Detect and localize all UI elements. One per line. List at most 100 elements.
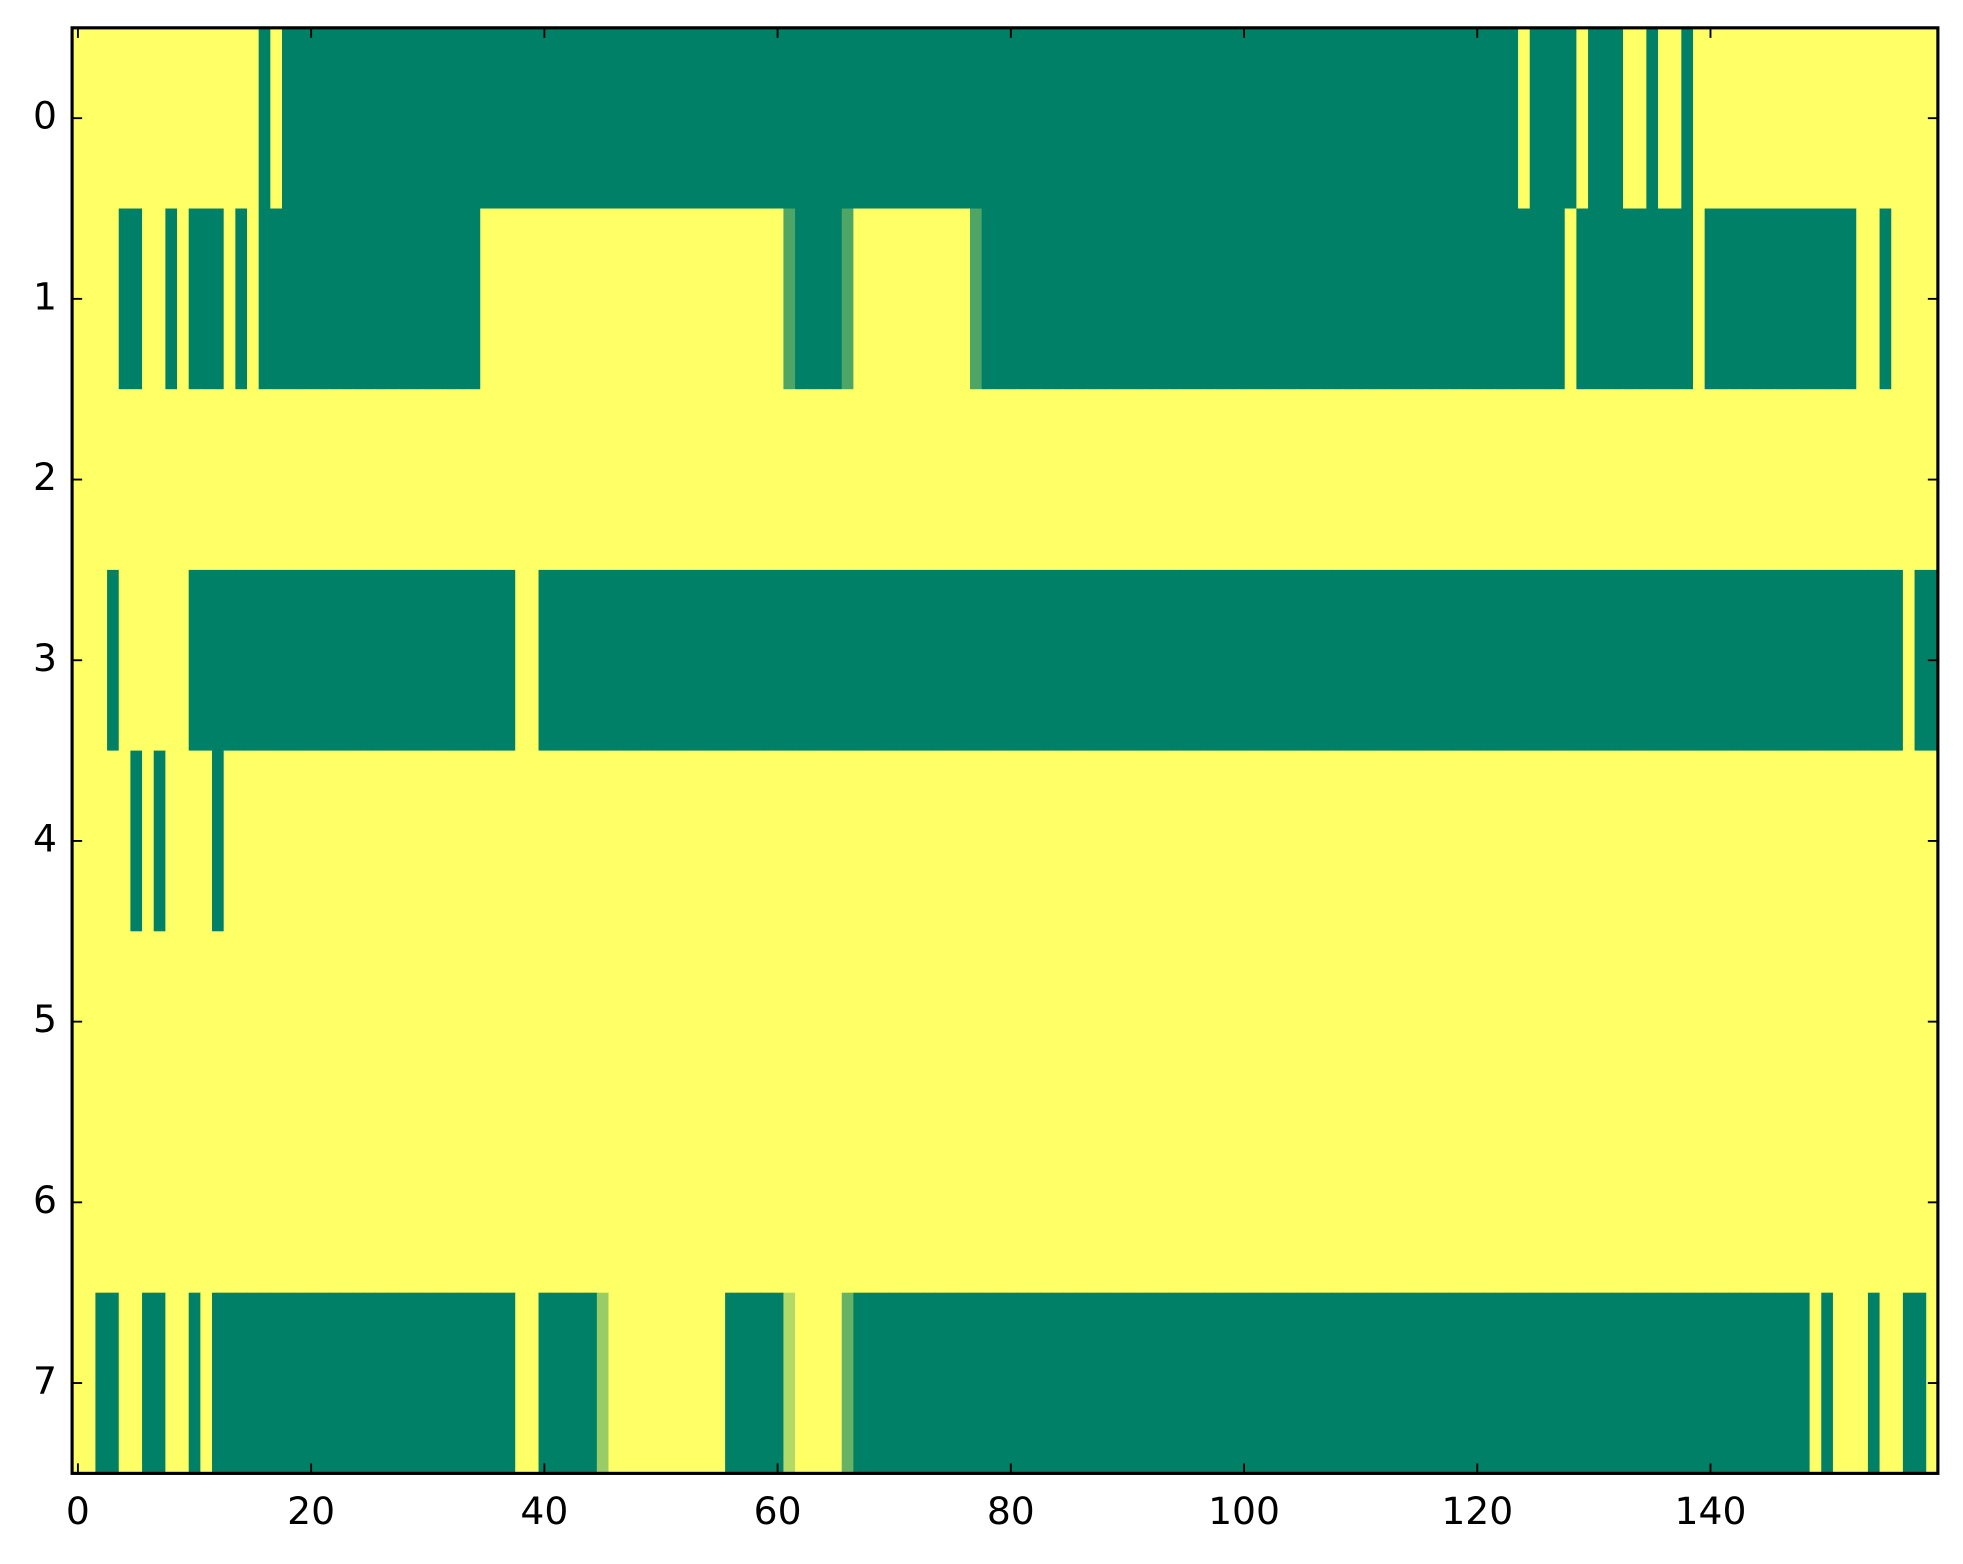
heatmap-cell xyxy=(1249,1111,1263,1294)
heatmap-cell xyxy=(876,1292,890,1475)
heatmap-cell xyxy=(1074,931,1088,1113)
heatmap-cell xyxy=(433,389,447,571)
heatmap-cell xyxy=(95,1111,108,1294)
heatmap-cell xyxy=(351,389,365,571)
heatmap-cell xyxy=(468,931,481,1113)
heatmap-cell xyxy=(655,389,668,571)
heatmap-cell xyxy=(433,1111,447,1294)
heatmap-cell xyxy=(911,931,925,1113)
heatmap-cell xyxy=(1506,1292,1519,1475)
heatmap-cell xyxy=(1658,1111,1671,1294)
heatmap-cell xyxy=(1891,750,1904,933)
heatmap-cell xyxy=(1727,569,1741,752)
heatmap-cell xyxy=(212,750,225,933)
heatmap-cell xyxy=(1739,208,1753,390)
heatmap-cell xyxy=(1716,1111,1729,1294)
heatmap-cell xyxy=(491,569,505,752)
heatmap-cell xyxy=(876,1111,890,1294)
heatmap-cell xyxy=(865,569,878,752)
heatmap-cell xyxy=(1564,750,1578,933)
heatmap-cell xyxy=(212,27,225,210)
heatmap-cell xyxy=(480,1111,493,1294)
heatmap-cell xyxy=(363,750,377,933)
heatmap-cell xyxy=(1133,750,1146,933)
heatmap-cell xyxy=(118,569,132,752)
heatmap-cell xyxy=(1588,569,1601,752)
x-tick-label: 140 xyxy=(1675,1489,1747,1533)
heatmap-cell xyxy=(433,569,447,752)
heatmap-cell xyxy=(596,27,610,210)
heatmap-cell xyxy=(1832,27,1846,210)
heatmap-cell xyxy=(1191,27,1204,210)
heatmap-cell xyxy=(1063,569,1076,752)
heatmap-cell xyxy=(1459,27,1473,210)
heatmap-cell xyxy=(1774,931,1788,1113)
heatmap-cell xyxy=(1681,389,1694,571)
heatmap-cell xyxy=(1483,750,1496,933)
heatmap-cell xyxy=(643,750,656,933)
heatmap-cell xyxy=(795,389,808,571)
heatmap-cell xyxy=(1051,750,1065,933)
heatmap-cell xyxy=(923,750,936,933)
heatmap-cell xyxy=(1296,750,1309,933)
heatmap-cell xyxy=(1762,208,1776,390)
heatmap-cell xyxy=(748,750,761,933)
heatmap-cell xyxy=(538,389,551,571)
heatmap-cell xyxy=(1156,1292,1169,1475)
heatmap-cell xyxy=(363,569,377,752)
heatmap-cell xyxy=(1844,1292,1858,1475)
heatmap-cell xyxy=(1844,1111,1858,1294)
heatmap-cell xyxy=(258,1111,272,1294)
heatmap-cell xyxy=(188,1292,202,1475)
heatmap-cell xyxy=(1611,569,1624,752)
heatmap-cell xyxy=(1063,208,1076,390)
heatmap-cell xyxy=(1238,931,1251,1113)
heatmap-cell xyxy=(585,931,598,1113)
heatmap-cell xyxy=(1518,569,1531,752)
heatmap-cell xyxy=(1366,569,1379,752)
heatmap-cell xyxy=(1553,27,1566,210)
heatmap-cell xyxy=(281,931,295,1113)
y-tick-label: 2 xyxy=(33,455,57,499)
heatmap-cell xyxy=(1168,931,1181,1113)
heatmap-cell xyxy=(946,1111,960,1294)
heatmap-cell xyxy=(1179,569,1193,752)
heatmap-cell xyxy=(153,931,167,1113)
heatmap-cell xyxy=(1529,750,1543,933)
heatmap-cell xyxy=(806,931,820,1113)
heatmap-cell xyxy=(783,931,796,1113)
heatmap-cell xyxy=(1588,931,1601,1113)
heatmap-cell xyxy=(725,389,738,571)
heatmap-cell xyxy=(1168,569,1181,752)
heatmap-cell xyxy=(1273,750,1286,933)
heatmap-cell xyxy=(620,569,633,752)
heatmap-cell xyxy=(281,208,295,390)
heatmap-cell xyxy=(713,208,726,390)
heatmap-cell xyxy=(1168,27,1181,210)
heatmap-cell xyxy=(1774,750,1788,933)
heatmap-cell xyxy=(468,27,481,210)
heatmap-cell xyxy=(865,1292,878,1475)
heatmap-cell xyxy=(247,569,260,752)
heatmap-cell xyxy=(1459,569,1473,752)
heatmap-cell xyxy=(305,750,318,933)
heatmap-cell xyxy=(363,208,377,390)
heatmap-cell xyxy=(1238,750,1251,933)
heatmap-cell xyxy=(923,389,936,571)
heatmap-cell xyxy=(386,931,400,1113)
heatmap-cell xyxy=(1319,750,1333,933)
heatmap-cell xyxy=(1832,931,1846,1113)
heatmap-cell xyxy=(1448,750,1461,933)
heatmap-cell xyxy=(1704,750,1718,933)
heatmap-cell xyxy=(946,931,960,1113)
heatmap-cell xyxy=(1576,1111,1589,1294)
heatmap-cell xyxy=(1669,750,1683,933)
heatmap-cell xyxy=(1401,389,1414,571)
heatmap-cell xyxy=(1436,389,1449,571)
heatmap-cell xyxy=(830,750,843,933)
heatmap-cell xyxy=(1133,1111,1146,1294)
heatmap-cell xyxy=(503,208,516,390)
heatmap-cell xyxy=(1238,569,1251,752)
heatmap-cell xyxy=(165,1292,178,1475)
heatmap-cell xyxy=(1541,27,1554,210)
